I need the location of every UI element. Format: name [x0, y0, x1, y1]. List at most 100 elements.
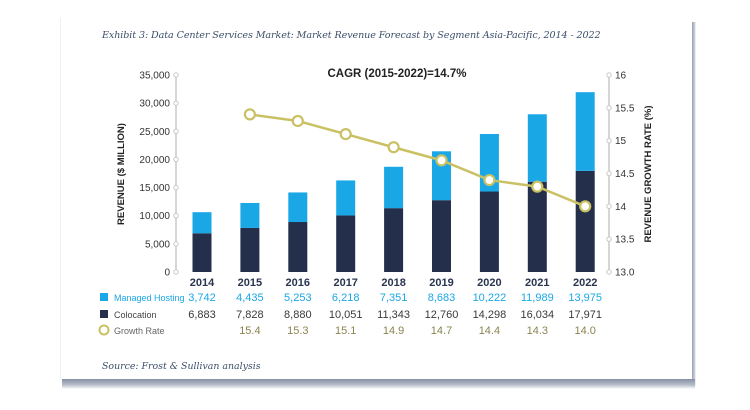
growth-rate-point	[339, 128, 352, 141]
data-label: 10,051	[329, 309, 363, 321]
y-tick-label: 35,000	[139, 71, 170, 82]
y2-tick-label: 15.5	[615, 103, 635, 114]
data-label: 5,253	[284, 292, 312, 304]
y2-tick-label: 16	[615, 71, 627, 82]
data-label: 15.3	[287, 325, 308, 337]
bar-colocation	[432, 200, 451, 272]
growth-rate-point	[531, 180, 544, 193]
y-tick-mark	[173, 269, 179, 275]
legend-label-growth-rate: Growth Rate	[114, 326, 165, 336]
legend-swatch-colocation	[100, 310, 108, 318]
data-label: 4,435	[236, 292, 264, 304]
bar-colocation	[288, 222, 308, 272]
card-shadow-bottom	[62, 379, 695, 389]
y-tick-mark	[173, 184, 179, 191]
growth-rate-point	[243, 108, 256, 121]
y2-tick-label: 14	[615, 202, 627, 213]
x-tick-label: 2022	[573, 277, 597, 289]
growth-rate-point	[579, 200, 592, 213]
y2-tick-label: 14.5	[615, 169, 635, 180]
bar-colocation	[192, 233, 212, 272]
y-tick-label: 10,000	[139, 211, 170, 222]
legend-label-managed-hosting: Managed Hosting	[114, 293, 185, 303]
y2-tick-mark	[606, 170, 612, 177]
bar-colocation	[575, 170, 595, 272]
bar-colocation	[384, 208, 404, 272]
data-label: 17,971	[568, 309, 602, 321]
legend-marker-growth-rate	[98, 324, 110, 336]
x-tick-label: 2016	[286, 277, 310, 289]
bar-colocation	[240, 227, 260, 272]
y2-tick-mark	[606, 137, 612, 144]
bar-colocation	[479, 191, 499, 272]
bar-managed-hosting	[240, 202, 260, 228]
y-tick-label: 25,000	[139, 127, 170, 138]
bar-colocation	[527, 181, 547, 272]
data-label: 11,989	[521, 292, 554, 304]
data-label: 8,880	[284, 309, 312, 321]
y-tick-mark	[173, 213, 179, 219]
data-label: 8,683	[428, 292, 456, 304]
exhibit-title: Exhibit 3: Data Center Services Market: …	[102, 30, 601, 41]
bar-managed-hosting	[575, 92, 595, 171]
y-tick-mark	[173, 72, 179, 78]
data-label: 7,828	[236, 309, 264, 321]
data-label: 14.3	[527, 325, 548, 337]
y-tick-mark	[173, 156, 179, 163]
y-tick-mark	[173, 241, 179, 247]
data-label: 3,742	[188, 292, 216, 304]
legend-swatch-managed-hosting	[100, 293, 108, 301]
x-tick-label: 2017	[333, 277, 357, 289]
data-label: 6,218	[332, 292, 360, 304]
y2-tick-mark	[606, 72, 612, 78]
growth-rate-point	[387, 141, 400, 154]
growth-rate-point	[483, 173, 496, 187]
data-label: 14.4	[479, 325, 500, 337]
y-tick-label: 5,000	[145, 239, 170, 250]
y-tick-mark	[173, 100, 179, 106]
bar-managed-hosting	[288, 192, 308, 223]
data-label: 7,351	[380, 292, 408, 304]
y2-axis-label: REVENUE GROWTH RATE (%)	[643, 105, 654, 242]
x-tick-label: 2020	[477, 277, 501, 289]
x-tick-label: 2014	[190, 277, 215, 289]
x-tick-label: 2018	[381, 277, 405, 289]
x-tick-label: 2021	[525, 277, 549, 289]
data-label: 14.0	[574, 325, 595, 337]
y2-tick-mark	[606, 269, 612, 275]
bar-managed-hosting	[527, 114, 547, 182]
x-tick-label: 2015	[238, 277, 262, 289]
data-label: 14,298	[473, 309, 507, 321]
y2-tick-mark	[606, 236, 612, 242]
y2-tick-label: 13.5	[615, 235, 635, 246]
data-label: 15.1	[335, 325, 356, 337]
y2-tick-label: 15	[615, 136, 627, 147]
bar-colocation	[336, 215, 356, 272]
growth-rate-point	[291, 114, 304, 128]
y2-tick-label: 13.0	[615, 268, 635, 279]
y-tick-mark	[173, 128, 179, 134]
bar-managed-hosting	[384, 166, 404, 209]
y-tick-label: 20,000	[139, 155, 170, 166]
data-label: 6,883	[188, 309, 216, 321]
source-note: Source: Frost & Sullivan analysis	[102, 361, 261, 372]
card-shadow-right	[691, 22, 696, 386]
legend-label-colocation: Colocation	[114, 310, 157, 320]
growth-rate-point	[435, 154, 448, 167]
data-label: 14.9	[383, 325, 404, 337]
y-tick-label: 0	[164, 268, 170, 279]
cagr-annotation: CAGR (2015-2022)=14.7%	[327, 68, 466, 80]
y-axis-label: REVENUE ($ MILLION)	[116, 123, 127, 225]
y2-tick-mark	[606, 105, 612, 111]
bar-managed-hosting	[192, 212, 212, 234]
data-label: 10,222	[473, 292, 507, 304]
y-tick-label: 15,000	[139, 183, 170, 194]
growth-rate-line	[249, 113, 586, 208]
data-label: 14.7	[431, 325, 452, 337]
data-label: 15.4	[239, 325, 260, 337]
bar-managed-hosting	[336, 180, 356, 216]
y-tick-label: 30,000	[139, 99, 170, 110]
x-tick-label: 2019	[429, 277, 453, 289]
y2-tick-mark	[606, 203, 612, 210]
